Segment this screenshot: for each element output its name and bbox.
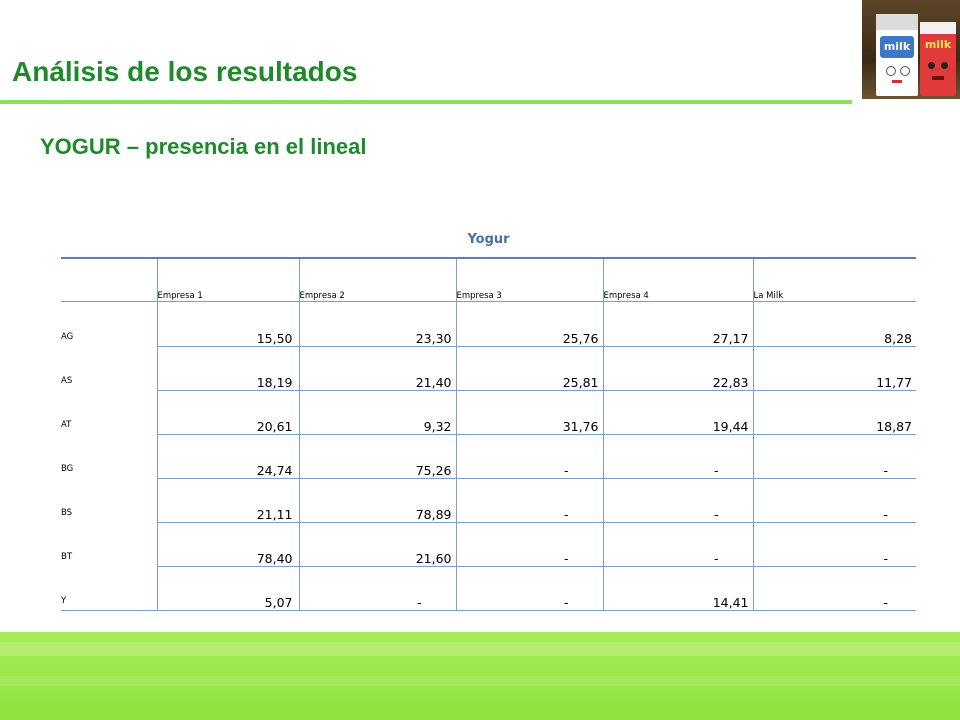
column-header: Empresa 2 — [298, 258, 456, 302]
section-subtitle: YOGUR – presencia en el lineal — [40, 134, 367, 159]
table-cell: - — [602, 478, 753, 523]
column-header: La Milk — [752, 258, 916, 302]
carton-right-label: milk — [924, 38, 952, 51]
table-cell: 14,41 — [602, 566, 753, 611]
table-cell: - — [455, 522, 603, 567]
footer-streak — [0, 676, 960, 686]
column-header: Empresa 1 — [156, 258, 299, 302]
table-cell: - — [752, 434, 916, 479]
table-row: AS 18,19 21,40 25,81 22,83 11,77 — [61, 346, 916, 391]
table-cell: - — [455, 478, 603, 523]
table-row: AG 15,50 23,30 25,76 27,17 8,28 — [61, 301, 916, 347]
carton-left-label: milk — [883, 40, 911, 53]
table-cell: 23,30 — [298, 301, 456, 347]
row-label: AG — [61, 301, 158, 346]
table-cell: 21,11 — [157, 478, 299, 523]
table-cell: 8,28 — [752, 301, 916, 347]
row-label: BS — [61, 478, 158, 522]
table-cell: 5,07 — [157, 566, 299, 611]
table-cell: 78,40 — [157, 522, 299, 567]
footer-band — [0, 632, 960, 720]
table-cell: - — [752, 478, 916, 523]
table-cell: 19,44 — [602, 390, 753, 435]
table-cell: - — [298, 566, 456, 611]
milk-carton-blue: milk — [876, 14, 918, 96]
table-row: BG 24,74 75,26 - - - — [61, 434, 916, 479]
table-cell: - — [602, 522, 753, 567]
row-label: Y — [61, 566, 158, 611]
table-cell: - — [752, 522, 916, 567]
table-cell: 21,40 — [298, 346, 456, 391]
table-cell: 15,50 — [157, 301, 299, 347]
table-cell: - — [602, 434, 753, 479]
table-cell: 21,60 — [298, 522, 456, 567]
yogur-presence-table: Empresa 1 Empresa 2 Empresa 3 Empresa 4 … — [61, 257, 916, 611]
slide-title: Análisis de los resultados — [12, 56, 358, 87]
milk-carton-red: milk — [920, 22, 956, 96]
table-cell: 27,17 — [602, 301, 753, 347]
table-header-row: Empresa 1 Empresa 2 Empresa 3 Empresa 4 … — [61, 258, 916, 302]
table-caption: Yogur — [467, 232, 510, 247]
header-corner — [61, 258, 157, 302]
table-cell: 9,32 — [298, 390, 456, 435]
table-cell: - — [752, 566, 916, 611]
table-cell: - — [455, 434, 603, 479]
table-cell: 25,76 — [455, 301, 603, 347]
table-cell: - — [455, 566, 603, 611]
row-label: BG — [61, 434, 158, 478]
table-cell: 75,26 — [298, 434, 456, 479]
column-header: Empresa 3 — [455, 258, 603, 302]
column-header: Empresa 4 — [602, 258, 753, 302]
table-cell: 24,74 — [157, 434, 299, 479]
table-cell: 11,77 — [752, 346, 916, 391]
table-row: AT 20,61 9,32 31,76 19,44 18,87 — [61, 390, 916, 435]
title-underline — [0, 100, 852, 104]
row-label: AT — [61, 390, 158, 434]
milk-cartons-photo: milk milk — [862, 0, 960, 99]
table-cell: 78,89 — [298, 478, 456, 523]
footer-streak — [0, 642, 960, 656]
table-row: BT 78,40 21,60 - - - — [61, 522, 916, 567]
row-label: AS — [61, 346, 158, 390]
table-cell: 18,19 — [157, 346, 299, 391]
table-cell: 20,61 — [157, 390, 299, 435]
table-row: Y 5,07 - - 14,41 - — [61, 566, 916, 611]
table-cell: 22,83 — [602, 346, 753, 391]
table-cell: 18,87 — [752, 390, 916, 435]
table-row: BS 21,11 78,89 - - - — [61, 478, 916, 523]
row-label: BT — [61, 522, 158, 566]
table-cell: 25,81 — [455, 346, 603, 391]
table-cell: 31,76 — [455, 390, 603, 435]
